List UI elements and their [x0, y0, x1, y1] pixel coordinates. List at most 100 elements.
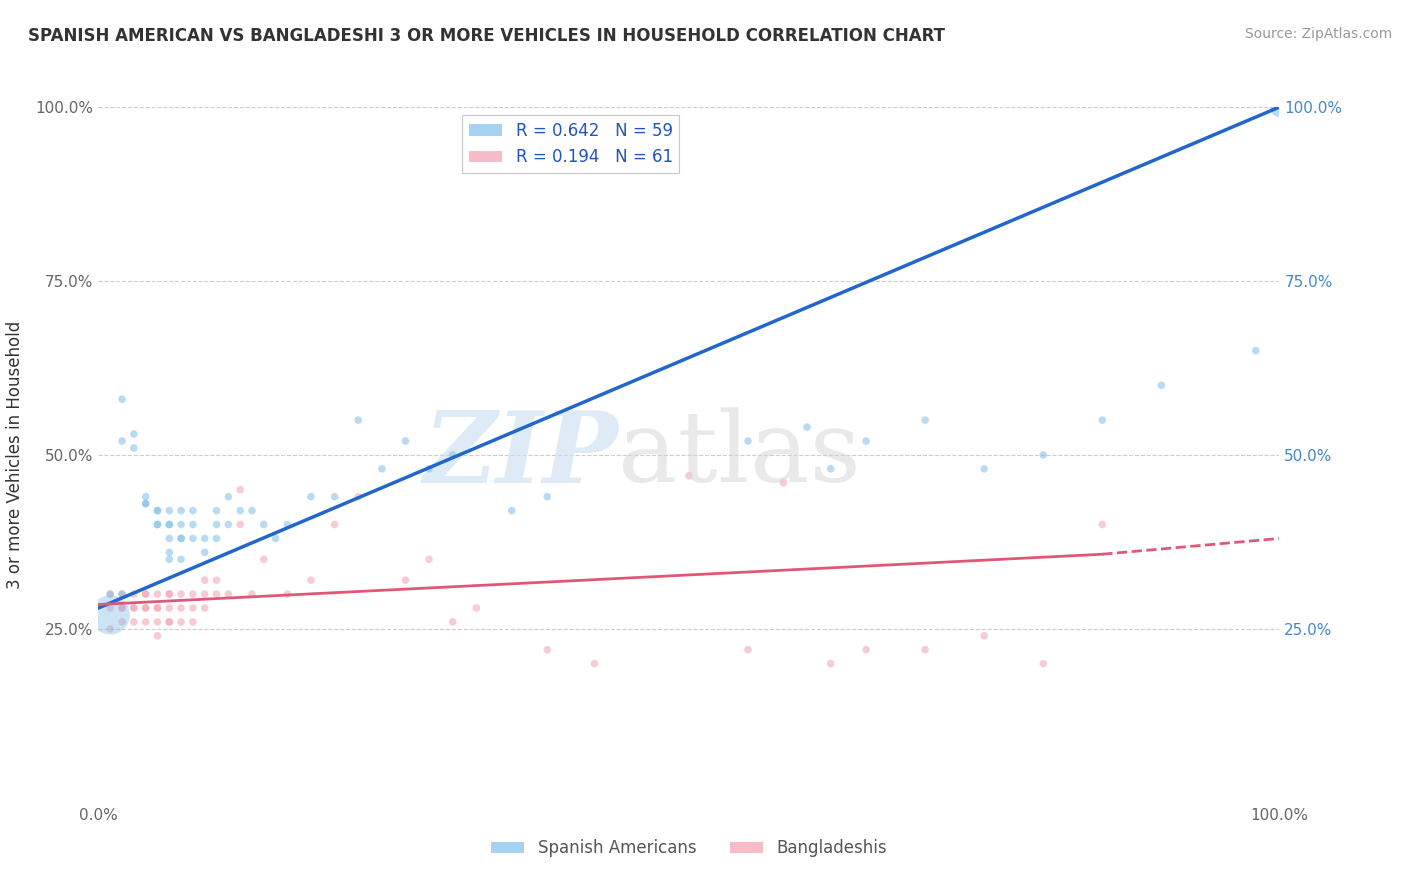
Point [1032, 657, 1054, 671]
Point [157, 601, 180, 615]
Point [820, 657, 842, 671]
Point [1150, 378, 1173, 392]
Point [194, 573, 217, 587]
Point [323, 517, 346, 532]
Point [501, 503, 523, 517]
Point [1091, 413, 1114, 427]
Y-axis label: 3 or more Vehicles in Household: 3 or more Vehicles in Household [7, 321, 24, 589]
Point [146, 629, 169, 643]
Point [111, 601, 134, 615]
Point [98, 622, 121, 636]
Point [276, 517, 298, 532]
Point [855, 434, 877, 448]
Point [441, 615, 464, 629]
Point [229, 483, 252, 497]
Point [441, 448, 464, 462]
Point [111, 392, 134, 407]
Point [229, 517, 252, 532]
Point [157, 503, 180, 517]
Point [135, 587, 157, 601]
Point [205, 573, 228, 587]
Point [418, 462, 440, 476]
Text: SPANISH AMERICAN VS BANGLADESHI 3 OR MORE VEHICLES IN HOUSEHOLD CORRELATION CHAR: SPANISH AMERICAN VS BANGLADESHI 3 OR MOR… [28, 27, 945, 45]
Point [135, 601, 157, 615]
Point [157, 532, 180, 546]
Point [122, 615, 145, 629]
Point [855, 642, 877, 657]
Point [157, 587, 180, 601]
Point [1091, 517, 1114, 532]
Point [253, 552, 276, 566]
Point [973, 629, 995, 643]
Point [737, 642, 759, 657]
Point [157, 545, 180, 559]
Point [170, 587, 193, 601]
Point [146, 517, 169, 532]
Point [181, 517, 204, 532]
Point [205, 587, 228, 601]
Point [796, 420, 818, 434]
Point [394, 434, 416, 448]
Point [299, 573, 322, 587]
Point [678, 468, 700, 483]
Point [181, 587, 204, 601]
Point [122, 601, 145, 615]
Point [323, 490, 346, 504]
Point [157, 587, 180, 601]
Legend: Spanish Americans, Bangladeshis: Spanish Americans, Bangladeshis [484, 833, 894, 864]
Point [418, 552, 440, 566]
Point [347, 413, 370, 427]
Point [122, 441, 145, 455]
Point [146, 601, 169, 615]
Point [146, 517, 169, 532]
Point [111, 587, 134, 601]
Point [146, 615, 169, 629]
Point [135, 497, 157, 511]
Point [536, 642, 558, 657]
Point [111, 434, 134, 448]
Point [122, 427, 145, 442]
Point [973, 462, 995, 476]
Point [583, 657, 606, 671]
Point [181, 503, 204, 517]
Point [157, 552, 180, 566]
Point [135, 497, 157, 511]
Point [111, 615, 134, 629]
Point [276, 587, 298, 601]
Point [135, 615, 157, 629]
Point [146, 503, 169, 517]
Point [371, 462, 394, 476]
Point [146, 503, 169, 517]
Point [146, 587, 169, 601]
Point [181, 601, 204, 615]
Point [170, 517, 193, 532]
Point [98, 587, 121, 601]
Point [1032, 448, 1054, 462]
Point [157, 615, 180, 629]
Point [98, 607, 121, 622]
Point [240, 587, 263, 601]
Point [347, 490, 370, 504]
Point [914, 413, 936, 427]
Point [772, 475, 794, 490]
Point [1268, 100, 1291, 114]
Point [914, 642, 936, 657]
Point [194, 532, 217, 546]
Point [205, 503, 228, 517]
Point [181, 532, 204, 546]
Point [170, 532, 193, 546]
Point [820, 462, 842, 476]
Point [240, 503, 263, 517]
Text: ZIP: ZIP [423, 407, 619, 503]
Point [146, 601, 169, 615]
Point [181, 615, 204, 629]
Point [122, 601, 145, 615]
Point [170, 552, 193, 566]
Point [170, 503, 193, 517]
Point [157, 517, 180, 532]
Point [122, 587, 145, 601]
Point [135, 601, 157, 615]
Point [170, 615, 193, 629]
Point [157, 615, 180, 629]
Text: Source: ZipAtlas.com: Source: ZipAtlas.com [1244, 27, 1392, 41]
